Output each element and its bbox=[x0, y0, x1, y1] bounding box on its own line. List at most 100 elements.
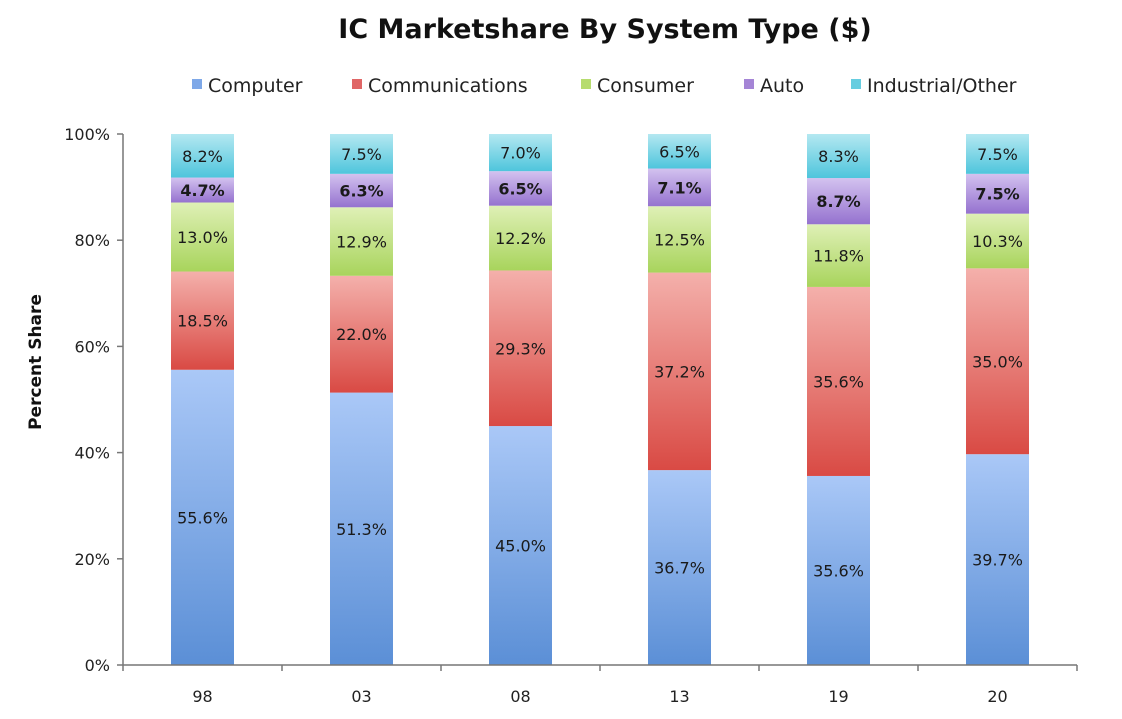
data-label-computer: 51.3% bbox=[336, 520, 387, 539]
y-tick-label: 80% bbox=[74, 231, 110, 250]
data-label-auto: 6.3% bbox=[339, 182, 383, 201]
legend-swatch-auto bbox=[744, 79, 754, 89]
data-label-computer: 36.7% bbox=[654, 559, 705, 578]
legend-label-consumer: Consumer bbox=[597, 75, 694, 97]
bar-segment-consumer bbox=[648, 206, 711, 273]
legend-label-communications: Communications bbox=[368, 75, 528, 97]
bar-segment-communications bbox=[648, 272, 711, 471]
chart-title: IC Marketshare By System Type ($) bbox=[338, 14, 871, 45]
x-tick-label: 13 bbox=[669, 687, 689, 706]
legend-item-auto: Auto bbox=[744, 75, 804, 97]
bar-segment-auto bbox=[966, 173, 1029, 214]
legend-label-auto: Auto bbox=[760, 75, 804, 97]
legend-swatch-industrial-other bbox=[851, 79, 861, 89]
x-tick-label: 20 bbox=[987, 687, 1007, 706]
x-tick-label: 98 bbox=[192, 687, 212, 706]
y-axis-label: Percent Share bbox=[26, 294, 46, 430]
y-tick-label: 0% bbox=[85, 656, 110, 675]
data-label-computer: 35.6% bbox=[813, 561, 864, 580]
bar-segment-communications bbox=[489, 270, 552, 427]
bar-stack-03: 51.3% 22.0% 12.9% 6.3% 7.5% bbox=[330, 134, 393, 665]
bar-segment-industrial-other bbox=[966, 134, 1029, 174]
bar-segment-industrial-other bbox=[489, 134, 552, 172]
bar-segment-computer bbox=[330, 392, 393, 665]
bar-segment-computer bbox=[171, 369, 234, 665]
y-tick-label: 40% bbox=[74, 444, 110, 463]
data-label-consumer: 10.3% bbox=[972, 232, 1023, 251]
bar-segment-industrial-other bbox=[648, 134, 711, 169]
bar-segment-computer bbox=[489, 426, 552, 665]
bar-segment-consumer bbox=[489, 205, 552, 271]
data-label-industrial-other: 6.5% bbox=[659, 142, 700, 161]
data-label-communications: 35.0% bbox=[972, 352, 1023, 371]
data-label-communications: 37.2% bbox=[654, 362, 705, 381]
legend-item-consumer: Consumer bbox=[581, 75, 694, 97]
data-label-auto: 4.7% bbox=[180, 181, 224, 200]
data-label-industrial-other: 8.2% bbox=[182, 147, 223, 166]
data-label-auto: 7.5% bbox=[975, 185, 1019, 204]
bar-segment-computer bbox=[807, 475, 870, 665]
data-label-communications: 22.0% bbox=[336, 325, 387, 344]
data-label-communications: 35.6% bbox=[813, 372, 864, 391]
data-label-consumer: 11.8% bbox=[813, 247, 864, 266]
data-label-communications: 29.3% bbox=[495, 339, 546, 358]
bar-segment-auto bbox=[648, 168, 711, 207]
bar-segment-industrial-other bbox=[807, 134, 870, 179]
data-label-computer: 45.0% bbox=[495, 537, 546, 556]
data-label-industrial-other: 8.3% bbox=[818, 147, 859, 166]
data-label-auto: 8.7% bbox=[816, 192, 860, 211]
bar-segment-auto bbox=[171, 177, 234, 203]
bar-stack-08: 45.0% 29.3% 12.2% 6.5% 7.0% bbox=[489, 134, 552, 665]
bar-segment-auto bbox=[807, 178, 870, 225]
data-label-communications: 18.5% bbox=[177, 312, 228, 331]
bar-stack-13: 36.7% 37.2% 12.5% 7.1% 6.5% bbox=[648, 134, 711, 665]
bar-segment-auto bbox=[330, 173, 393, 208]
bar-segment-consumer bbox=[966, 213, 1029, 269]
bar-segment-consumer bbox=[171, 202, 234, 272]
y-tick-label: 60% bbox=[74, 337, 110, 356]
x-tick-label: 08 bbox=[510, 687, 530, 706]
bar-stack-19: 35.6% 35.6% 11.8% 8.7% 8.3% bbox=[807, 134, 870, 665]
x-axis: 98 03 08 13 19 20 bbox=[122, 664, 1078, 706]
data-label-computer: 39.7% bbox=[972, 551, 1023, 570]
data-label-consumer: 12.5% bbox=[654, 230, 705, 249]
data-label-industrial-other: 7.0% bbox=[500, 144, 541, 163]
bar-segment-communications bbox=[966, 268, 1029, 455]
bar-segment-consumer bbox=[330, 207, 393, 276]
data-label-consumer: 12.2% bbox=[495, 229, 546, 248]
data-label-consumer: 12.9% bbox=[336, 233, 387, 252]
bar-segment-computer bbox=[648, 470, 711, 665]
data-label-consumer: 13.0% bbox=[177, 228, 228, 247]
bar-segment-communications bbox=[171, 271, 234, 370]
bar-segment-industrial-other bbox=[171, 134, 234, 178]
data-label-computer: 55.6% bbox=[177, 508, 228, 527]
legend-label-computer: Computer bbox=[208, 75, 303, 97]
x-tick-label: 19 bbox=[828, 687, 848, 706]
data-label-industrial-other: 7.5% bbox=[977, 145, 1018, 164]
data-label-auto: 6.5% bbox=[498, 179, 542, 198]
bar-segment-computer bbox=[966, 454, 1029, 665]
legend-label-industrial-other: Industrial/Other bbox=[867, 75, 1017, 97]
legend-item-communications: Communications bbox=[352, 75, 528, 97]
bar-stack-20: 39.7% 35.0% 10.3% 7.5% 7.5% bbox=[966, 134, 1029, 665]
legend-item-computer: Computer bbox=[192, 75, 303, 97]
y-axis: 0% 20% 40% 60% 80% 100% bbox=[64, 125, 124, 675]
y-tick-label: 20% bbox=[74, 550, 110, 569]
legend: Computer Communications Consumer Auto Indust… bbox=[192, 75, 1017, 97]
data-label-industrial-other: 7.5% bbox=[341, 145, 382, 164]
bars: 55.6% 18.5% 13.0% 4.7% 8.2% 51.3% 22.0% 12.9% 6.… bbox=[171, 134, 1029, 665]
legend-swatch-computer bbox=[192, 79, 202, 89]
bar-segment-auto bbox=[489, 171, 552, 206]
x-tick-label: 03 bbox=[351, 687, 371, 706]
legend-item-industrial-other: Industrial/Other bbox=[851, 75, 1017, 97]
bar-stack-98: 55.6% 18.5% 13.0% 4.7% 8.2% bbox=[171, 134, 234, 665]
legend-swatch-consumer bbox=[581, 79, 591, 89]
bar-segment-industrial-other bbox=[330, 134, 393, 174]
y-tick-label: 100% bbox=[64, 125, 110, 144]
data-label-auto: 7.1% bbox=[657, 178, 701, 197]
bar-segment-consumer bbox=[807, 224, 870, 287]
bar-segment-communications bbox=[330, 275, 393, 393]
bar-segment-communications bbox=[807, 286, 870, 476]
legend-swatch-communications bbox=[352, 79, 362, 89]
